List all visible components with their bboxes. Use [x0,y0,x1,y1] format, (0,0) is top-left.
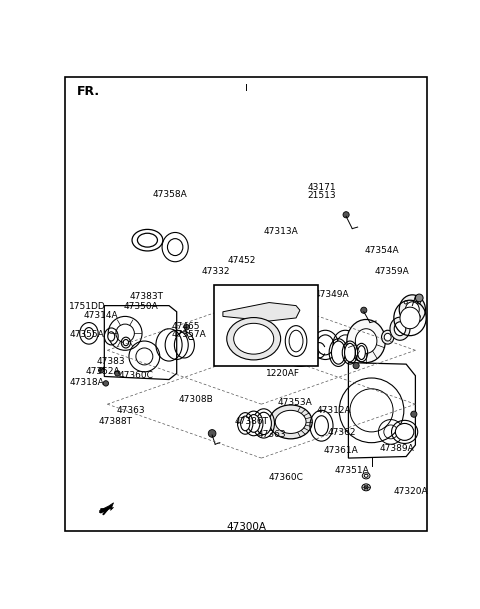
Circle shape [353,362,359,369]
Ellipse shape [123,339,129,346]
Ellipse shape [362,484,371,491]
Text: 47354A: 47354A [364,246,399,255]
Text: 47363: 47363 [117,406,145,415]
Circle shape [98,368,104,373]
Text: 47308B: 47308B [179,395,214,404]
Ellipse shape [234,323,274,354]
Text: 47383T: 47383T [130,292,164,301]
Text: 1220AF: 1220AF [266,369,300,378]
Ellipse shape [399,295,425,324]
Ellipse shape [248,415,260,432]
Circle shape [417,315,420,318]
Text: 1751DD: 1751DD [69,301,106,311]
Ellipse shape [355,329,377,353]
Text: 43171: 43171 [307,183,336,191]
Text: 47313A: 47313A [264,227,299,236]
Ellipse shape [396,423,414,440]
Polygon shape [100,503,114,513]
Ellipse shape [347,320,385,362]
Text: 47353A: 47353A [277,398,312,407]
Text: 47355A: 47355A [69,330,104,339]
Text: 47318A: 47318A [69,378,104,387]
Ellipse shape [390,317,410,340]
Circle shape [361,307,367,313]
Ellipse shape [285,332,314,361]
Text: 47357A: 47357A [171,330,206,339]
Ellipse shape [384,333,391,341]
Text: 47360C: 47360C [119,371,154,380]
Circle shape [404,315,408,318]
Text: 21513: 21513 [307,191,336,200]
Ellipse shape [317,335,334,355]
Ellipse shape [400,307,420,329]
Circle shape [404,301,408,304]
Text: 47361A: 47361A [324,446,359,455]
Ellipse shape [332,341,345,364]
Ellipse shape [314,416,328,436]
Text: 47350A: 47350A [123,301,158,311]
Ellipse shape [394,322,406,336]
Text: 47465: 47465 [171,322,200,331]
Text: 47388T: 47388T [99,417,133,426]
Circle shape [417,301,420,304]
Text: 47386T: 47386T [234,417,268,426]
Ellipse shape [240,416,250,431]
Text: 47384T: 47384T [219,315,253,324]
Circle shape [411,411,417,417]
Text: 47362: 47362 [327,428,356,437]
Ellipse shape [168,239,183,256]
Text: 47314A: 47314A [84,311,118,320]
Text: 47359A: 47359A [374,267,409,276]
Circle shape [343,212,349,218]
Ellipse shape [256,412,271,435]
Circle shape [208,429,216,437]
Ellipse shape [84,328,94,339]
Ellipse shape [358,346,365,359]
Ellipse shape [364,486,368,489]
Text: 47320A: 47320A [394,487,429,496]
Ellipse shape [345,343,355,362]
Ellipse shape [269,405,312,439]
Text: 47363: 47363 [257,430,286,438]
Text: FR.: FR. [77,85,100,98]
Circle shape [184,325,190,330]
Text: 47364: 47364 [219,323,248,332]
Text: 47312A: 47312A [316,406,351,415]
Polygon shape [223,303,300,321]
Ellipse shape [275,410,306,434]
Ellipse shape [382,330,394,344]
Ellipse shape [364,474,368,477]
Ellipse shape [108,332,115,341]
Text: 47351A: 47351A [335,466,370,475]
Text: 47332: 47332 [202,267,230,276]
Ellipse shape [289,330,303,352]
Ellipse shape [406,302,419,317]
Text: 47452: 47452 [228,256,256,265]
Ellipse shape [137,233,157,247]
Text: 47349A: 47349A [315,290,349,299]
Text: 47383: 47383 [96,357,125,366]
Text: 47366: 47366 [232,290,261,299]
Circle shape [115,371,120,376]
Text: 47389A: 47389A [380,444,415,452]
Text: 47300A: 47300A [226,521,266,532]
Text: 47358A: 47358A [153,189,188,199]
Bar [214,285,318,365]
Circle shape [103,381,108,386]
Text: 47352A: 47352A [85,367,120,376]
Text: 47395: 47395 [290,358,319,367]
Text: 47360C: 47360C [268,473,303,482]
Ellipse shape [227,317,281,360]
Circle shape [415,294,423,302]
